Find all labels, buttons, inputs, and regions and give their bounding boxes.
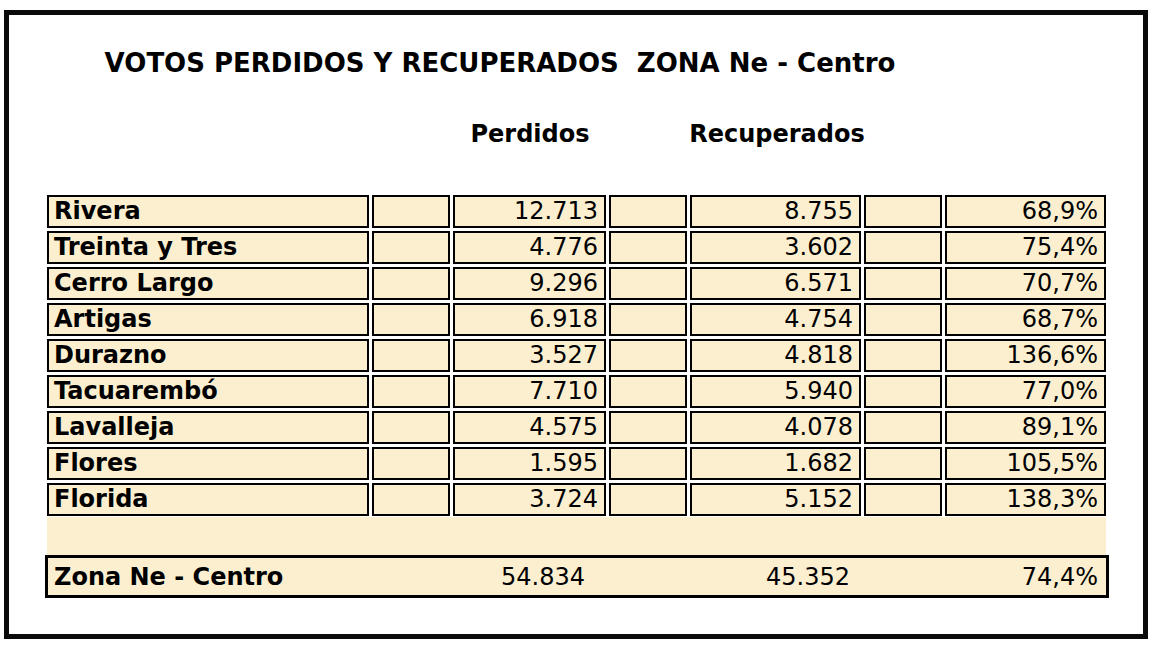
percentage-cell: 105,5% bbox=[945, 447, 1106, 480]
department-name-cell: Durazno bbox=[47, 339, 369, 372]
percentage-cell: 75,4% bbox=[945, 231, 1106, 264]
perdidos-value-cell: 3.724 bbox=[453, 483, 606, 516]
total-percentage-value: 74,4% bbox=[939, 563, 1106, 591]
spacer-cell bbox=[372, 339, 450, 372]
department-name-cell: Flores bbox=[47, 447, 369, 480]
recuperados-value-cell: 4.818 bbox=[690, 339, 861, 372]
department-name-cell: Lavalleja bbox=[47, 411, 369, 444]
spacer-cell bbox=[609, 339, 687, 372]
spacer-cell bbox=[372, 267, 450, 300]
spacer-cell bbox=[609, 231, 687, 264]
department-name-cell: Cerro Largo bbox=[47, 267, 369, 300]
department-name-cell: Florida bbox=[47, 483, 369, 516]
table-row: Cerro Largo 9.296 6.571 70,7% bbox=[47, 267, 1106, 300]
table-row: Flores 1.595 1.682 105,5% bbox=[47, 447, 1106, 480]
spacer-cell bbox=[372, 411, 450, 444]
spacer-cell bbox=[609, 267, 687, 300]
perdidos-value-cell: 7.710 bbox=[453, 375, 606, 408]
spacer-cell bbox=[864, 339, 942, 372]
spacer-cell bbox=[372, 447, 450, 480]
table-row: Tacuarembó 7.710 5.940 77,0% bbox=[47, 375, 1106, 408]
perdidos-value-cell: 9.296 bbox=[453, 267, 606, 300]
spacer-cell bbox=[864, 303, 942, 336]
spacer-cell bbox=[372, 483, 450, 516]
perdidos-value-cell: 4.776 bbox=[453, 231, 606, 264]
spacer-cell bbox=[864, 411, 942, 444]
perdidos-value-cell: 12.713 bbox=[453, 195, 606, 228]
table-row: Durazno 3.527 4.818 136,6% bbox=[47, 339, 1106, 372]
table-row: Florida 3.724 5.152 138,3% bbox=[47, 483, 1106, 516]
percentage-cell: 68,9% bbox=[945, 195, 1106, 228]
spacer-cell bbox=[609, 375, 687, 408]
spacer-cell bbox=[372, 375, 450, 408]
recuperados-value-cell: 5.940 bbox=[690, 375, 861, 408]
table-row: Treinta y Tres 4.776 3.602 75,4% bbox=[47, 231, 1106, 264]
recuperados-value-cell: 5.152 bbox=[690, 483, 861, 516]
votes-table: Rivera 12.713 8.755 68,9% Treinta y Tres… bbox=[47, 195, 1106, 519]
spacer-cell bbox=[609, 303, 687, 336]
recuperados-value-cell: 4.754 bbox=[690, 303, 861, 336]
recuperados-value-cell: 8.755 bbox=[690, 195, 861, 228]
table-row: Lavalleja 4.575 4.078 89,1% bbox=[47, 411, 1106, 444]
empty-spacer-row bbox=[47, 517, 1106, 555]
percentage-cell: 77,0% bbox=[945, 375, 1106, 408]
column-header-recuperados: Recuperados bbox=[682, 120, 872, 148]
department-name-cell: Tacuarembó bbox=[47, 375, 369, 408]
recuperados-value-cell: 4.078 bbox=[690, 411, 861, 444]
spacer-cell bbox=[372, 231, 450, 264]
slide: VOTOS PERDIDOS Y RECUPERADOS ZONA Ne - C… bbox=[0, 0, 1160, 656]
total-recuperados-value: 45.352 bbox=[684, 563, 858, 591]
department-name-cell: Rivera bbox=[47, 195, 369, 228]
recuperados-value-cell: 3.602 bbox=[690, 231, 861, 264]
department-name-cell: Treinta y Tres bbox=[47, 231, 369, 264]
percentage-cell: 89,1% bbox=[945, 411, 1106, 444]
percentage-cell: 138,3% bbox=[945, 483, 1106, 516]
spacer-cell bbox=[609, 195, 687, 228]
recuperados-value-cell: 6.571 bbox=[690, 267, 861, 300]
spacer-cell bbox=[372, 195, 450, 228]
perdidos-value-cell: 4.575 bbox=[453, 411, 606, 444]
spacer-cell bbox=[864, 483, 942, 516]
department-name-cell: Artigas bbox=[47, 303, 369, 336]
spacer-cell bbox=[864, 375, 942, 408]
recuperados-value-cell: 1.682 bbox=[690, 447, 861, 480]
perdidos-value-cell: 1.595 bbox=[453, 447, 606, 480]
perdidos-value-cell: 3.527 bbox=[453, 339, 606, 372]
spacer-cell bbox=[609, 411, 687, 444]
perdidos-value-cell: 6.918 bbox=[453, 303, 606, 336]
page-title: VOTOS PERDIDOS Y RECUPERADOS ZONA Ne - C… bbox=[0, 48, 1000, 78]
percentage-cell: 136,6% bbox=[945, 339, 1106, 372]
table-row: Artigas 6.918 4.754 68,7% bbox=[47, 303, 1106, 336]
total-perdidos-value: 54.834 bbox=[447, 563, 603, 591]
total-row: Zona Ne - Centro 54.834 45.352 74,4% bbox=[45, 555, 1109, 598]
spacer-cell bbox=[864, 231, 942, 264]
table-row: Rivera 12.713 8.755 68,9% bbox=[47, 195, 1106, 228]
column-header-perdidos: Perdidos bbox=[445, 120, 615, 148]
total-label: Zona Ne - Centro bbox=[48, 563, 447, 591]
spacer-cell bbox=[609, 447, 687, 480]
percentage-cell: 68,7% bbox=[945, 303, 1106, 336]
percentage-cell: 70,7% bbox=[945, 267, 1106, 300]
spacer-cell bbox=[864, 447, 942, 480]
spacer-cell bbox=[372, 303, 450, 336]
spacer-cell bbox=[609, 483, 687, 516]
spacer-cell bbox=[864, 267, 942, 300]
spacer-cell bbox=[864, 195, 942, 228]
